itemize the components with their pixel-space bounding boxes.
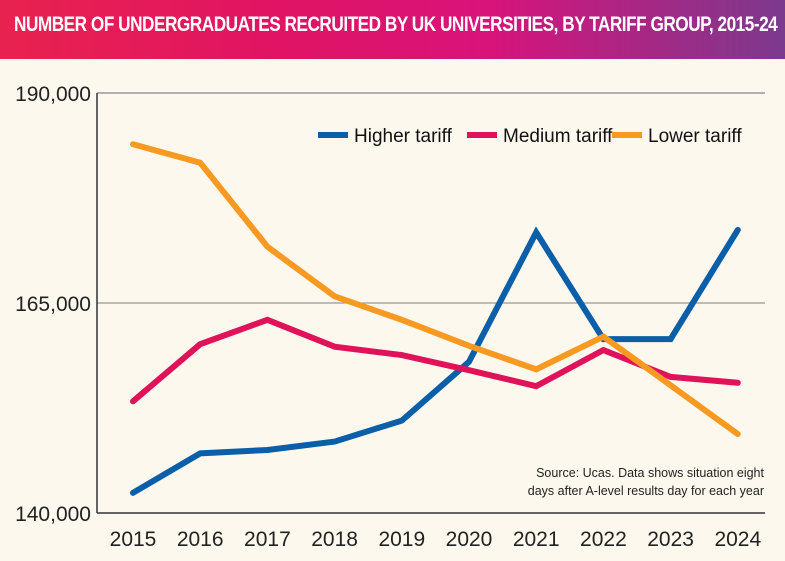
x-tick-label: 2015 [110, 528, 157, 551]
x-tick-label: 2023 [647, 528, 694, 551]
y-tick-label: 165,000 [15, 293, 91, 316]
x-tick-label: 2022 [580, 528, 627, 551]
source-note: Source: Ucas. Data shows situation eight [536, 466, 764, 480]
chart-title: NUMBER OF UNDERGRADUATES RECRUITED BY UK… [14, 13, 778, 36]
legend-label: Lower tariff [648, 126, 742, 147]
x-tick-label: 2021 [513, 528, 560, 551]
series-line-lower-tariff [130, 141, 741, 438]
y-tick-label: 190,000 [15, 83, 91, 106]
x-tick-label: 2024 [714, 528, 761, 551]
title-banner: NUMBER OF UNDERGRADUATES RECRUITED BY UK… [0, 0, 785, 59]
legend-label: Medium tariff [503, 126, 613, 147]
x-tick-label: 2019 [378, 528, 425, 551]
legend-label: Higher tariff [354, 126, 453, 147]
x-tick-label: 2018 [311, 528, 358, 551]
x-tick-label: 2016 [177, 528, 224, 551]
series-line-higher-tariff [130, 226, 741, 496]
source-note: days after A-level results day for each … [528, 484, 764, 498]
y-tick-label: 140,000 [15, 503, 91, 526]
x-tick-label: 2020 [446, 528, 493, 551]
x-tick-label: 2017 [244, 528, 291, 551]
